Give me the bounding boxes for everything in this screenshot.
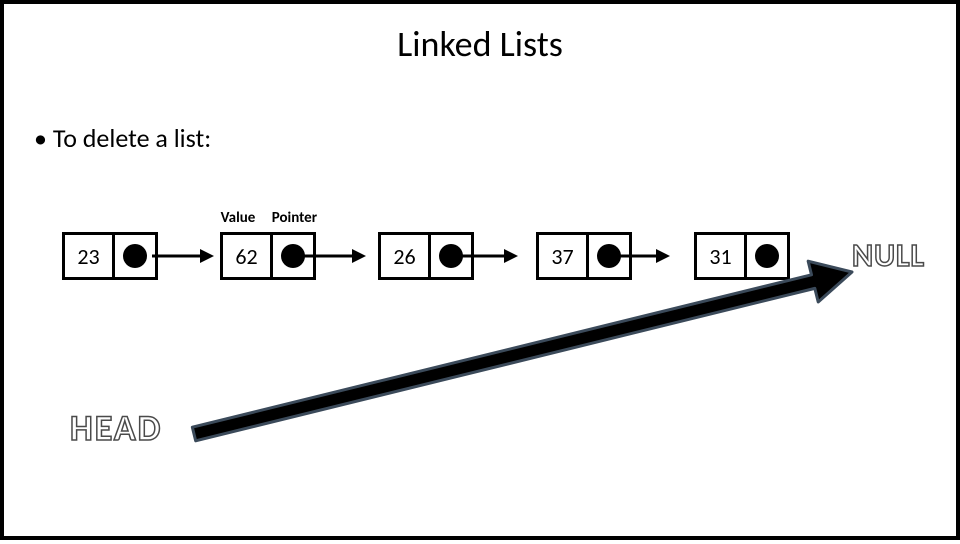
list-node: 37	[536, 232, 632, 280]
pointer-dot-icon	[755, 244, 779, 268]
list-node: 26	[378, 232, 474, 280]
pointer-dot-icon	[281, 244, 305, 268]
list-node: 31	[694, 232, 790, 280]
node-value: 37	[539, 235, 589, 277]
node-pointer-cell	[589, 235, 629, 277]
pointer-dot-icon	[597, 244, 621, 268]
node-pointer-cell	[431, 235, 471, 277]
pointer-dot-icon	[439, 244, 463, 268]
page-title: Linked Lists	[4, 22, 956, 66]
nodes-row: 23 62 26 37 31	[62, 232, 790, 280]
node-value: 23	[65, 235, 115, 277]
bullet-text: To delete a list:	[53, 122, 211, 154]
node-pointer-cell	[115, 235, 155, 277]
column-labels: Value Pointer	[214, 209, 323, 227]
label-pointer: Pointer	[265, 209, 323, 227]
list-node: 62	[220, 232, 316, 280]
list-node: 23	[62, 232, 158, 280]
null-label: NULL	[852, 236, 925, 275]
node-pointer-cell	[273, 235, 313, 277]
bullet-item: • To delete a list:	[34, 122, 956, 154]
label-value: Value	[214, 209, 262, 227]
node-value: 62	[223, 235, 273, 277]
node-value: 31	[697, 235, 747, 277]
node-pointer-cell	[747, 235, 787, 277]
head-label: HEAD	[70, 406, 162, 450]
node-value: 26	[381, 235, 431, 277]
pointer-dot-icon	[123, 244, 147, 268]
